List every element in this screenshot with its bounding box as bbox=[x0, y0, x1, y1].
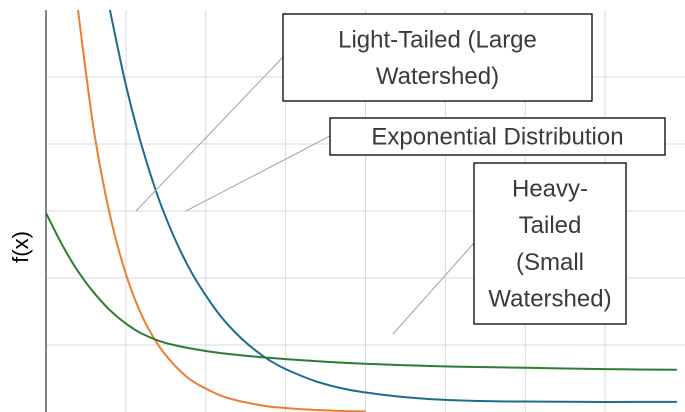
leader-line-heavy bbox=[392, 242, 475, 335]
callout-box-heavy bbox=[473, 162, 627, 325]
callout-text-light: Light-Tailed (Large bbox=[338, 26, 537, 53]
series-line-heavy bbox=[46, 212, 678, 371]
leader-line-light bbox=[135, 56, 284, 212]
series-line-exponential bbox=[108, 9, 677, 403]
callout-box-exponential bbox=[329, 117, 666, 156]
callout-box-light bbox=[282, 13, 593, 102]
callouts-layer: Light-Tailed (Large Watershed) Exponential… bbox=[135, 13, 666, 335]
callout-text-heavy: (Small bbox=[516, 249, 584, 276]
callout-text-heavy: Tailed bbox=[519, 212, 582, 239]
callout-text-exponential: Exponential Distribution bbox=[371, 124, 623, 151]
callout-text-light: Watershed) bbox=[376, 63, 499, 90]
callout-text-heavy: Watershed) bbox=[488, 286, 611, 313]
series-layer bbox=[46, 9, 678, 412]
leader-line-exponential bbox=[185, 135, 331, 212]
y-axis-label: f(x) bbox=[8, 231, 33, 263]
series-line-light bbox=[77, 9, 366, 412]
callout-text-heavy: Heavy- bbox=[512, 175, 588, 202]
